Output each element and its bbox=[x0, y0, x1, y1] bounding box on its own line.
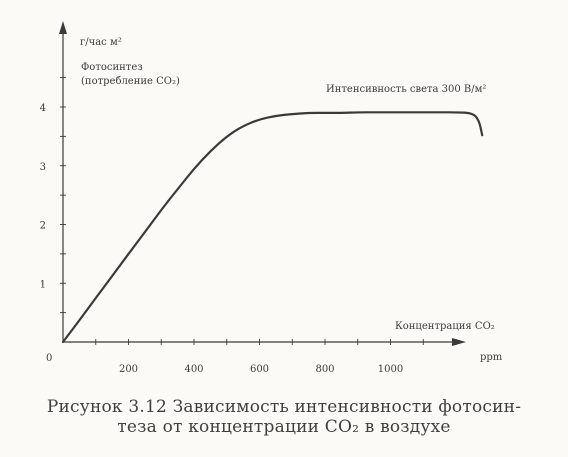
y-tick-label: 4 bbox=[40, 103, 46, 114]
series-annotation: Интенсивность света 300 В/м² bbox=[326, 84, 486, 95]
series bbox=[61, 111, 484, 344]
x-unit-label: ppm bbox=[480, 352, 503, 363]
x-tick-label: 400 bbox=[184, 364, 203, 375]
y-axis-label-line1: Фотосинтез bbox=[81, 62, 143, 73]
x-tick-label: 800 bbox=[315, 364, 334, 375]
ticks: 200 400 600 800 1000 1 2 3 4 bbox=[40, 77, 457, 375]
origin-label: 0 bbox=[46, 353, 52, 364]
x-axis-arrow bbox=[452, 338, 466, 346]
x-tick-label: 600 bbox=[250, 364, 269, 375]
figure-caption-line1: Рисунок 3.12 Зависимость интенсивности ф… bbox=[46, 397, 522, 417]
y-tick-label: 1 bbox=[40, 279, 46, 290]
x-tick-label: 200 bbox=[119, 364, 138, 375]
y-axis-arrow bbox=[59, 21, 67, 34]
photosynthesis-curve bbox=[61, 111, 484, 344]
y-unit-label: г/час м² bbox=[80, 37, 122, 48]
figure-caption-line2: теза от концентрации CO₂ в воздухе bbox=[117, 417, 451, 437]
x-tick-label: 1000 bbox=[378, 364, 403, 375]
y-tick-label: 3 bbox=[40, 162, 46, 173]
y-tick-label: 2 bbox=[40, 221, 46, 232]
x-axis-label: Концентрация CO₂ bbox=[395, 321, 495, 332]
y-axis-label-line2: (потребление CO₂) bbox=[81, 76, 180, 87]
